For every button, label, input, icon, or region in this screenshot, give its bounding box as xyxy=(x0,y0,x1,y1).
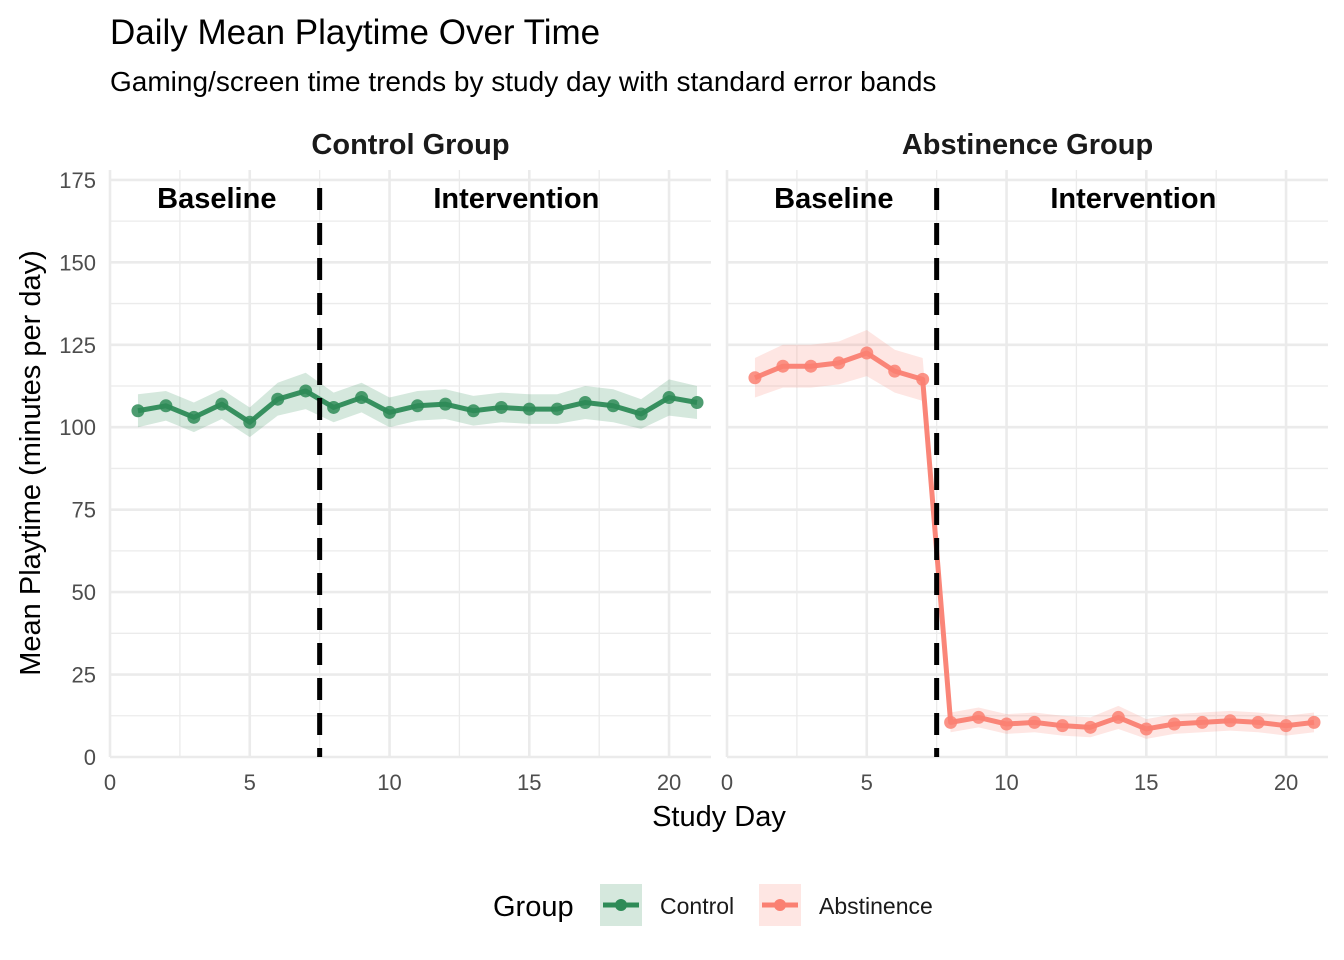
x-tick-label: 20 xyxy=(657,770,681,795)
data-point xyxy=(888,364,902,378)
y-tick-label: 0 xyxy=(84,745,96,770)
facet-abstinence-group: Abstinence Group Baseline Intervention 0 5 10… xyxy=(721,129,1328,795)
data-point xyxy=(1055,719,1069,733)
data-point xyxy=(776,359,790,373)
data-point xyxy=(159,399,173,413)
data-point xyxy=(804,359,818,373)
data-point xyxy=(410,399,424,413)
data-point xyxy=(327,400,341,414)
legend-marker-control xyxy=(615,899,627,911)
x-tick-label: 20 xyxy=(1274,770,1298,795)
data-point xyxy=(1223,714,1237,728)
data-point xyxy=(1027,715,1041,729)
data-point xyxy=(466,404,480,418)
y-tick-label: 25 xyxy=(72,663,96,688)
x-tick-label: 0 xyxy=(104,770,116,795)
data-point xyxy=(662,391,676,405)
x-tick-label: 10 xyxy=(377,770,401,795)
facet-control-group: Control Group Baseline Intervention 0 5 10 15 2… xyxy=(59,129,711,795)
x-tick-label: 10 xyxy=(994,770,1018,795)
data-point xyxy=(438,397,452,411)
legend-marker-abstinence xyxy=(774,899,786,911)
data-point xyxy=(187,410,201,424)
data-point xyxy=(550,402,564,416)
legend-item-abstinence: Abstinence xyxy=(759,884,933,926)
data-point xyxy=(215,397,229,411)
data-point xyxy=(1083,720,1097,734)
data-point xyxy=(1279,719,1293,733)
y-tick-label: 100 xyxy=(59,415,96,440)
legend-item-control: Control xyxy=(600,884,734,926)
data-point xyxy=(1139,722,1153,736)
facet-strip-label: Abstinence Group xyxy=(902,129,1153,161)
data-point xyxy=(1000,717,1014,731)
y-tick-label: 150 xyxy=(59,250,96,275)
y-tick-label: 175 xyxy=(59,168,96,193)
legend-label-abstinence: Abstinence xyxy=(819,893,933,919)
data-point xyxy=(578,395,592,409)
data-point xyxy=(1195,715,1209,729)
x-tick-label: 15 xyxy=(1134,770,1158,795)
data-point xyxy=(916,372,930,386)
phase-label-baseline: Baseline xyxy=(774,183,893,215)
data-point xyxy=(1167,717,1181,731)
legend-title: Group xyxy=(493,891,574,923)
x-tick-label: 15 xyxy=(517,770,541,795)
data-point xyxy=(690,395,704,409)
x-tick-label: 5 xyxy=(244,770,256,795)
data-point xyxy=(634,407,648,421)
data-point xyxy=(522,402,536,416)
data-point xyxy=(1251,715,1265,729)
facet-strip-label: Control Group xyxy=(311,129,509,161)
x-axis-title: Study Day xyxy=(652,801,786,833)
data-point xyxy=(383,405,397,419)
se-band xyxy=(754,329,1315,739)
data-point xyxy=(355,391,369,405)
series-line xyxy=(753,350,1315,732)
data-point xyxy=(860,346,874,360)
data-point xyxy=(131,404,145,418)
data-point xyxy=(972,710,986,724)
data-point xyxy=(606,399,620,413)
legend: Group Control Abstinence xyxy=(493,884,933,926)
chart-subtitle: Gaming/screen time trends by study day w… xyxy=(110,66,936,97)
data-point xyxy=(748,371,762,385)
data-point xyxy=(299,384,313,398)
data-point xyxy=(1111,710,1125,724)
data-point xyxy=(944,715,958,729)
phase-label-intervention: Intervention xyxy=(433,183,599,215)
data-point xyxy=(1307,715,1321,729)
y-axis-title: Mean Playtime (minutes per day) xyxy=(15,250,47,676)
data-point xyxy=(832,356,846,370)
data-point xyxy=(271,392,285,406)
y-tick-label: 75 xyxy=(72,498,96,523)
chart-title: Daily Mean Playtime Over Time xyxy=(110,13,600,52)
x-tick-label: 0 xyxy=(721,770,733,795)
x-tick-label: 5 xyxy=(861,770,873,795)
phase-label-baseline: Baseline xyxy=(157,183,276,215)
phase-label-intervention: Intervention xyxy=(1050,183,1216,215)
data-point xyxy=(243,415,257,429)
legend-label-control: Control xyxy=(660,893,734,919)
data-point xyxy=(494,400,508,414)
y-tick-label: 125 xyxy=(59,333,96,358)
y-tick-label: 50 xyxy=(72,580,96,605)
